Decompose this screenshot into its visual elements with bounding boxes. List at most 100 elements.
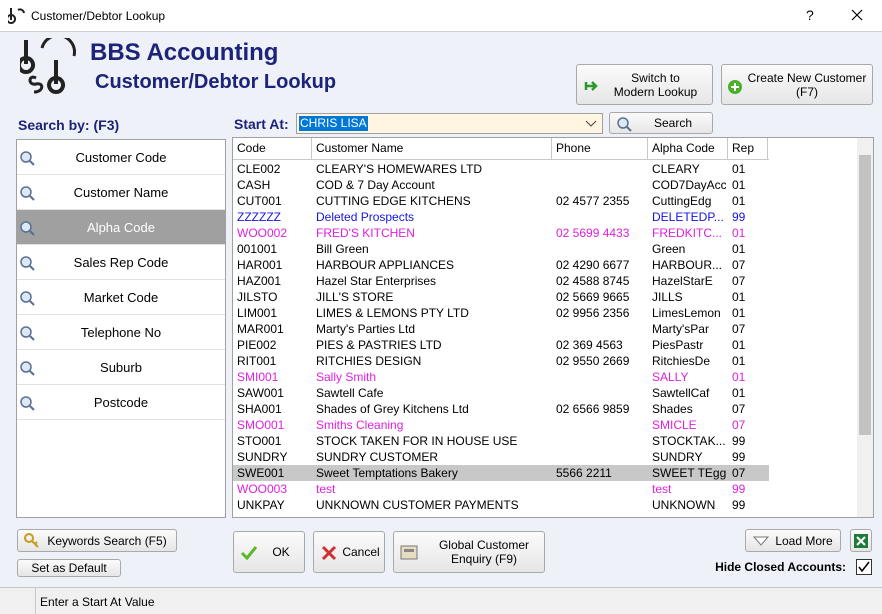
cell-rep: 07 — [732, 465, 766, 481]
keywords-search-button[interactable]: Keywords Search (F5) — [17, 529, 177, 552]
switch-modern-button[interactable]: Switch to Modern Lookup — [576, 64, 713, 105]
table-row[interactable]: SMI001Sally SmithSALLY01 — [233, 369, 769, 385]
search-option[interactable]: Customer Name — [17, 175, 225, 210]
table-row[interactable]: WOO002FRED'S KITCHEN02 5699 4433FREDKITC… — [233, 225, 769, 241]
table-row[interactable]: SWE001Sweet Temptations Bakery5566 2211S… — [233, 465, 769, 481]
cell-alpha: UNKNOWN — [652, 497, 726, 513]
search-icon — [19, 290, 35, 306]
hide-closed-label: Hide Closed Accounts: — [660, 560, 846, 574]
table-row[interactable]: UNKPAYUNKNOWN CUSTOMER PAYMENTSUNKNOWN99 — [233, 497, 769, 513]
table-row[interactable]: WOO003testtest99 — [233, 481, 769, 497]
cell-code: STO001 — [237, 433, 310, 449]
cell-name: RITCHIES DESIGN — [316, 353, 550, 369]
table-row[interactable]: LIM001LIMES & LEMONS PTY LTD02 9956 2356… — [233, 305, 769, 321]
table-row[interactable]: 001001Bill GreenGreen01 — [233, 241, 769, 257]
cell-alpha: COD7DayAcc — [652, 177, 726, 193]
cell-phone: 02 369 4563 — [556, 337, 646, 353]
table-row[interactable]: CUT001CUTTING EDGE KITCHENS02 4577 2355C… — [233, 193, 769, 209]
cell-code: ZZZZZZ — [237, 209, 310, 225]
export-excel-button[interactable] — [850, 529, 872, 552]
scroll-thumb[interactable] — [859, 155, 871, 435]
table-row[interactable]: RIT001RITCHIES DESIGN02 9550 2669Ritchie… — [233, 353, 769, 369]
cancel-button[interactable]: Cancel — [313, 531, 385, 573]
table-row[interactable]: SAW001Sawtell CafeSawtellCaf01 — [233, 385, 769, 401]
search-option[interactable]: Suburb — [17, 350, 225, 385]
cell-rep: 99 — [732, 497, 766, 513]
table-row[interactable]: JILSTOJILL'S STORE02 5669 9665JILLS01 — [233, 289, 769, 305]
search-button[interactable]: Search — [609, 112, 713, 134]
table-row[interactable]: PIE002PIES & PASTRIES LTD02 369 4563Pies… — [233, 337, 769, 353]
table-row[interactable]: SHA001Shades of Grey Kitchens Ltd02 6566… — [233, 401, 769, 417]
cell-code: LIM001 — [237, 305, 310, 321]
cell-alpha: test — [652, 481, 726, 497]
option-label: Sales Rep Code — [74, 255, 169, 270]
status-bar: Enter a Start At Value — [0, 587, 882, 614]
table-row[interactable]: SUNDRYSUNDRY CUSTOMERSUNDRY99 — [233, 449, 769, 465]
label: Create New Customer (F7) — [745, 71, 870, 99]
column-header[interactable]: Code — [233, 138, 312, 159]
cell-rep: 01 — [732, 337, 766, 353]
table-row[interactable]: MAR001Marty's Parties LtdMarty'sPar07 — [233, 321, 769, 337]
icon — [853, 533, 869, 549]
search-option[interactable]: Market Code — [17, 280, 225, 315]
ok-button[interactable]: OK — [233, 531, 305, 573]
cell-name: PIES & PASTRIES LTD — [316, 337, 550, 353]
cell-code: CUT001 — [237, 193, 310, 209]
cell-name: LIMES & LEMONS PTY LTD — [316, 305, 550, 321]
table-row[interactable]: STO001STOCK TAKEN FOR IN HOUSE USESTOCKT… — [233, 433, 769, 449]
option-label: Alpha Code — [87, 220, 155, 235]
cell-alpha: SALLY — [652, 369, 726, 385]
icon — [583, 78, 599, 94]
create-customer-button[interactable]: Create New Customer (F7) — [721, 64, 873, 105]
cell-name: SUNDRY CUSTOMER — [316, 449, 550, 465]
icon — [616, 116, 632, 132]
close-button[interactable] — [851, 9, 863, 21]
divider — [0, 31, 882, 32]
help-button[interactable]: ? — [806, 7, 814, 23]
cell-code: SMO001 — [237, 417, 310, 433]
table-row[interactable]: CLE002CLEARY'S HOMEWARES LTDCLEARY01 — [233, 161, 769, 177]
load-more-button[interactable]: Load More — [745, 529, 841, 552]
cell-name: Smiths Cleaning — [316, 417, 550, 433]
search-icon — [19, 255, 35, 271]
cell-name: Sweet Temptations Bakery — [316, 465, 550, 481]
scrollbar[interactable] — [857, 138, 873, 517]
search-option[interactable]: Customer Code — [17, 140, 225, 175]
set-default-button[interactable]: Set as Default — [17, 559, 121, 577]
cell-rep: 01 — [732, 369, 766, 385]
cell-code: CASH — [237, 177, 310, 193]
cell-code: JILSTO — [237, 289, 310, 305]
start-at-input[interactable]: CHRIS LISA — [296, 113, 603, 134]
cell-code: SAW001 — [237, 385, 310, 401]
cell-name: test — [316, 481, 550, 497]
label: OK — [272, 545, 289, 559]
table-row[interactable]: ZZZZZZDeleted ProspectsDELETEDP...99 — [233, 209, 769, 225]
cell-alpha: Shades — [652, 401, 726, 417]
table-row[interactable]: HAR001HARBOUR APPLIANCES02 4290 6677HARB… — [233, 257, 769, 273]
column-header[interactable]: Customer Name — [312, 138, 552, 159]
column-header[interactable]: Phone — [552, 138, 648, 159]
cell-rep: 07 — [732, 257, 766, 273]
global-enquiry-button[interactable]: Global Customer Enquiry (F9) — [393, 531, 545, 573]
column-header[interactable]: Alpha Code — [648, 138, 728, 159]
search-icon — [19, 185, 35, 201]
column-header[interactable]: Rep — [728, 138, 768, 159]
label: Global Customer Enquiry (F9) — [429, 538, 539, 566]
cell-phone: 02 4588 8745 — [556, 273, 646, 289]
label: Switch to Modern Lookup — [611, 71, 701, 99]
table-row[interactable]: HAZ001Hazel Star Enterprises02 4588 8745… — [233, 273, 769, 289]
logo — [20, 38, 80, 94]
search-option[interactable]: Telephone No — [17, 315, 225, 350]
search-option[interactable]: Alpha Code — [17, 210, 225, 245]
table-row[interactable]: SMO001Smiths CleaningSMICLE07 — [233, 417, 769, 433]
cell-alpha: SawtellCaf — [652, 385, 726, 401]
icon — [753, 536, 769, 546]
cell-rep: 07 — [732, 417, 766, 433]
dropdown-arrow[interactable] — [585, 120, 597, 128]
table-header: CodeCustomer NamePhoneAlpha CodeRep — [233, 138, 769, 160]
cell-alpha: JILLS — [652, 289, 726, 305]
search-option[interactable]: Sales Rep Code — [17, 245, 225, 280]
table-row[interactable]: CASHCOD & 7 Day AccountCOD7DayAcc01 — [233, 177, 769, 193]
hide-closed-checkbox[interactable] — [856, 559, 872, 575]
search-option[interactable]: Postcode — [17, 385, 225, 420]
